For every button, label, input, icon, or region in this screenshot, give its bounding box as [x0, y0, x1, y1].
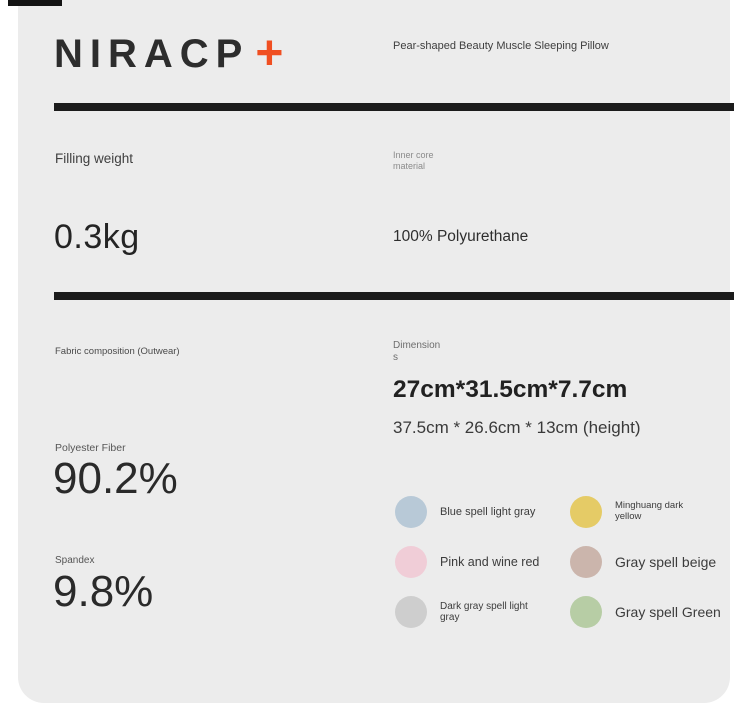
spec-card: NIRACP + Pear-shaped Beauty Muscle Sleep… [18, 0, 734, 703]
color-swatch: Dark gray spell light gray [395, 596, 570, 628]
color-swatch: Gray spell beige [570, 546, 740, 578]
fabric-component-value: 9.8% [53, 567, 154, 616]
inner-core-value: 100% Polyurethane [393, 228, 529, 245]
inner-core-label: Inner core material [393, 150, 434, 171]
divider-middle [54, 292, 734, 300]
swatch-circle-icon [395, 596, 427, 628]
color-swatch: Gray spell Green [570, 596, 740, 628]
fabric-composition-label: Fabric composition (Outwear) [55, 346, 180, 357]
color-swatch: Minghuang dark yellow [570, 496, 740, 528]
filling-weight-value: 0.3kg [54, 218, 140, 256]
swatch-label: Blue spell light gray [440, 505, 536, 518]
top-accent-bar [8, 0, 62, 6]
swatch-label: Minghuang dark yellow [615, 500, 684, 522]
swatch-label: Pink and wine red [440, 554, 540, 569]
product-name: Pear-shaped Beauty Muscle Sleeping Pillo… [393, 40, 609, 52]
color-swatch: Pink and wine red [395, 546, 570, 578]
color-swatch: Blue spell light gray [395, 496, 570, 528]
filling-weight-label: Filling weight [55, 151, 134, 166]
brand-logo-text: NIRACP [54, 32, 250, 76]
dimensions-secondary-value: 37.5cm * 26.6cm * 13cm (height) [393, 418, 641, 437]
swatch-label: Gray spell beige [615, 553, 717, 570]
swatch-circle-icon [570, 596, 602, 628]
swatch-circle-icon [395, 546, 427, 578]
swatch-label: Dark gray spell light gray [440, 600, 528, 624]
fabric-component-name: Spandex [55, 555, 95, 566]
swatch-circle-icon [570, 546, 602, 578]
fabric-component-value: 90.2% [53, 454, 178, 503]
dimensions-label: Dimensions [393, 340, 441, 363]
swatch-label: Gray spell Green [615, 603, 721, 620]
divider-top [54, 103, 734, 111]
fabric-component-name: Polyester Fiber [55, 442, 126, 454]
color-swatch-grid: Blue spell light gray Minghuang dark yel… [395, 487, 740, 637]
swatch-circle-icon [395, 496, 427, 528]
dimensions-primary-value: 27cm*31.5cm*7.7cm [393, 376, 628, 403]
swatch-circle-icon [570, 496, 602, 528]
brand-logo-plus-icon: + [255, 27, 284, 80]
brand-logo: NIRACP + [54, 28, 283, 80]
